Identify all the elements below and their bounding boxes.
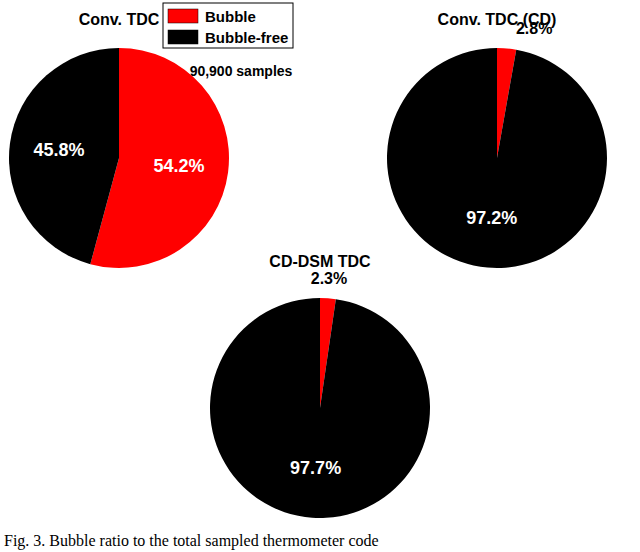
pie-slice <box>9 48 119 264</box>
legend-label: Bubble <box>205 8 256 25</box>
caption: Fig. 3. Bubble ratio to the total sample… <box>4 532 379 550</box>
pie-chart <box>210 298 430 518</box>
legend-label: Bubble-free <box>205 29 288 46</box>
legend-frame <box>163 3 293 48</box>
chart-title: Conv. TDC <box>79 11 160 28</box>
figure: 54.2%45.8%Conv. TDC90,900 samplesBubbleB… <box>0 0 640 552</box>
chart-title: Conv. TDC (CD) <box>438 11 557 28</box>
data-label: 45.8% <box>34 140 85 160</box>
legend-swatch <box>168 30 198 44</box>
data-label: 97.7% <box>290 458 341 478</box>
data-label: 97.2% <box>466 208 517 228</box>
pie-chart <box>387 48 607 268</box>
pie-slice <box>387 48 607 268</box>
annotation: 90,900 samples <box>190 63 293 79</box>
legend: Bubble Bubble-free <box>163 3 293 48</box>
pie-slice <box>210 298 430 518</box>
pie-chart <box>9 48 229 268</box>
legend-swatch <box>168 9 198 23</box>
data-label: 2.3% <box>311 270 347 287</box>
data-label: 54.2% <box>153 156 204 176</box>
chart-title: CD-DSM TDC <box>269 253 371 270</box>
